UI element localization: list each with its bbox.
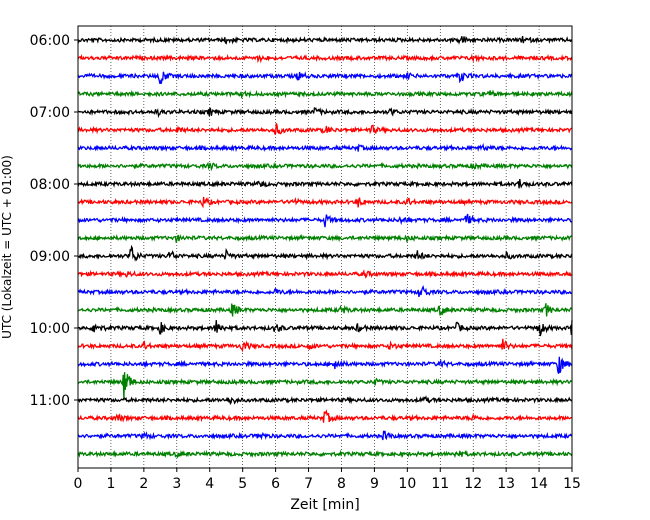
- trace-line: [77, 178, 573, 189]
- x-tick-label: 12: [464, 476, 482, 492]
- trace-line: [77, 320, 573, 337]
- x-tick-label: 8: [337, 476, 346, 492]
- trace-line: [77, 430, 573, 441]
- y-tick-label: 09:00: [30, 249, 70, 265]
- x-tick-label: 11: [431, 476, 449, 492]
- x-tick-label: 9: [370, 476, 379, 492]
- trace-line: [77, 213, 573, 228]
- trace-line: [77, 123, 573, 135]
- trace-line: [77, 89, 573, 99]
- x-tick-label: 5: [238, 476, 247, 492]
- trace-line: [77, 409, 573, 423]
- x-tick-label: 2: [139, 476, 148, 492]
- trace-line: [77, 338, 573, 353]
- x-axis-ticks: 0 1 2 3 4 5 6 7 8 9 10 11 12 13 14 15: [74, 468, 581, 492]
- trace-line: [77, 53, 573, 64]
- y-tick-label: 10:00: [30, 321, 70, 337]
- trace-line: [77, 449, 573, 459]
- x-tick-label: 0: [74, 476, 83, 492]
- x-tick-label: 1: [106, 476, 115, 492]
- trace-line: [77, 244, 573, 262]
- trace-line: [77, 395, 573, 406]
- trace-line: [77, 372, 573, 401]
- x-tick-label: 4: [205, 476, 214, 492]
- x-axis-label: Zeit [min]: [290, 497, 359, 513]
- x-tick-label: 10: [398, 476, 416, 492]
- trace-line: [77, 142, 573, 153]
- x-tick-label: 13: [497, 476, 515, 492]
- y-tick-label: 08:00: [30, 177, 70, 193]
- y-tick-label: 06:00: [30, 33, 70, 49]
- trace-line: [77, 35, 573, 45]
- trace-line: [77, 356, 573, 374]
- x-tick-label: 7: [304, 476, 313, 492]
- x-tick-label: 6: [271, 476, 280, 492]
- x-tick-label: 14: [530, 476, 548, 492]
- x-tick-label: 15: [563, 476, 581, 492]
- trace-line: [77, 71, 573, 84]
- trace-group: [77, 35, 573, 459]
- trace-line: [77, 284, 573, 298]
- trace-line: [77, 196, 573, 209]
- y-tick-label: 11:00: [30, 393, 70, 409]
- y-axis-label: UTC (Lokalzeit = UTC + 01:00): [0, 155, 14, 339]
- trace-line: [77, 269, 573, 279]
- trace-line: [77, 161, 573, 172]
- trace-line: [77, 233, 573, 244]
- trace-line: [77, 106, 573, 119]
- y-tick-label: 07:00: [30, 105, 70, 121]
- y-axis-ticks: 06:00 07:00 08:00 09:00 10:00 11:00: [30, 33, 78, 409]
- x-tick-label: 3: [172, 476, 181, 492]
- trace-line: [77, 303, 573, 317]
- plot-frame: [77, 25, 573, 469]
